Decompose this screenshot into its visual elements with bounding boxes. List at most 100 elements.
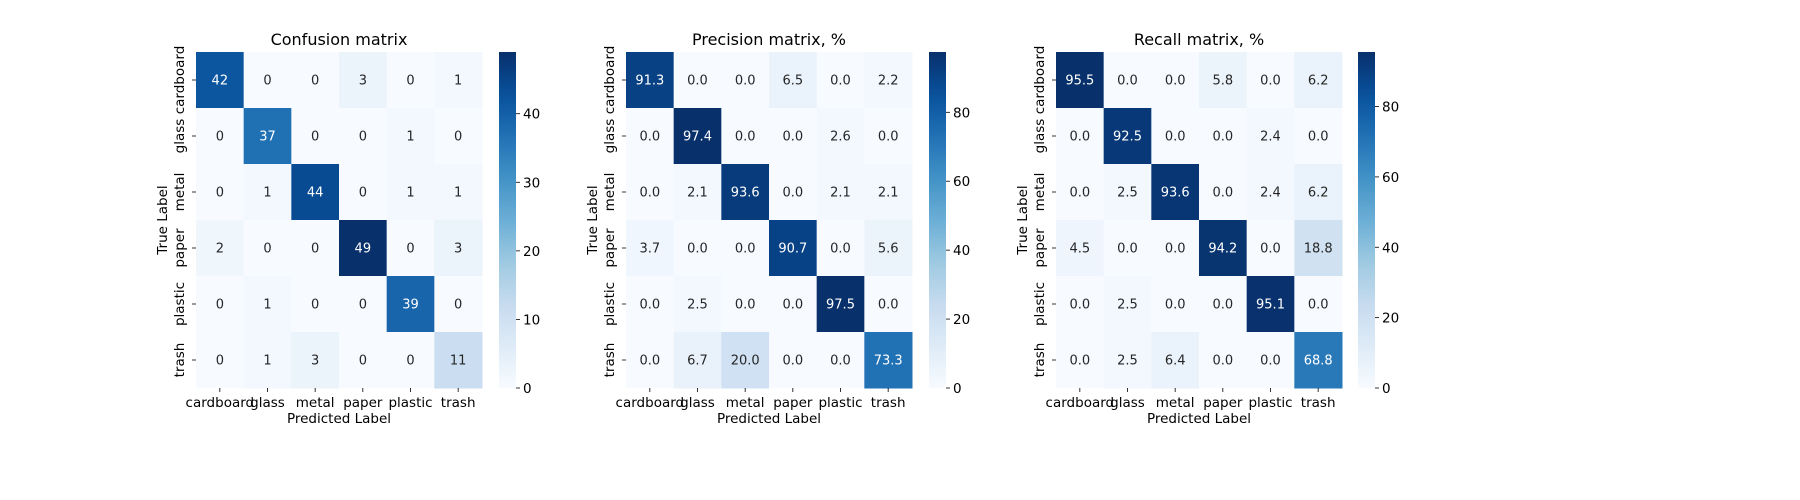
- cell-value-label: 0: [454, 298, 462, 313]
- heatmap-cell: [1103, 52, 1152, 109]
- heatmap-cell: [816, 164, 865, 221]
- cell-value-label: 1: [263, 298, 271, 313]
- cell-value-label: 0.0: [830, 74, 851, 89]
- heatmap-cell: [196, 276, 245, 333]
- heatmap-cell: [243, 220, 292, 277]
- heatmap-cell: [673, 164, 722, 221]
- cell-value-label: 2.1: [878, 186, 899, 201]
- cell-value-label: 6.2: [1308, 186, 1329, 201]
- colorbar-tick-label: 20: [523, 244, 540, 260]
- heatmap-cell: [196, 52, 245, 109]
- cell-value-label: 44: [307, 186, 324, 201]
- y-tick-label: paper: [1032, 228, 1048, 268]
- heatmap-cell: [1199, 108, 1248, 165]
- colorbar-tick-label: 20: [953, 312, 970, 328]
- cell-value-label: 68.8: [1304, 354, 1333, 369]
- y-tick-label: plastic: [1032, 282, 1048, 326]
- cell-value-label: 2.4: [1260, 186, 1281, 201]
- heatmap-cell: [769, 164, 818, 221]
- heatmap-cell: [1151, 220, 1200, 277]
- cell-value-label: 0: [216, 354, 224, 369]
- cell-value-label: 0.0: [1212, 130, 1233, 145]
- heatmap-cell: [339, 164, 388, 221]
- heatmap-cell: [1056, 276, 1105, 333]
- x-tick-label: glass: [1110, 395, 1145, 411]
- heatmap-cell: [1056, 52, 1105, 109]
- cell-value-label: 3: [454, 242, 462, 257]
- heatmap-cell: [386, 108, 435, 165]
- cell-value-label: 0.0: [639, 298, 660, 313]
- heatmap-cell: [339, 332, 388, 389]
- y-tick-label: plastic: [172, 282, 188, 326]
- y-axis-label: True Label: [155, 185, 171, 255]
- x-tick-label: plastic: [818, 395, 862, 411]
- cell-value-label: 0: [311, 74, 319, 89]
- cell-value-label: 0.0: [1212, 354, 1233, 369]
- cell-value-label: 2: [216, 242, 224, 257]
- colorbar-tick-label: 20: [1382, 311, 1399, 327]
- cell-value-label: 3: [311, 354, 319, 369]
- heatmap-cell: [816, 332, 865, 389]
- heatmap-cell: [1246, 276, 1295, 333]
- chart-title: Confusion matrix: [271, 30, 408, 49]
- x-axis-label: Predicted Label: [717, 411, 821, 427]
- cell-value-label: 6.7: [687, 354, 708, 369]
- heatmap-cell: [864, 108, 913, 165]
- cell-value-label: 93.6: [731, 186, 760, 201]
- heatmap-cell: [864, 164, 913, 221]
- heatmap-cell: [1103, 164, 1152, 221]
- x-tick-label: paper: [1203, 395, 1243, 411]
- cell-value-label: 73.3: [874, 354, 903, 369]
- cell-value-label: 0.0: [1165, 74, 1186, 89]
- heatmap-cell: [291, 108, 340, 165]
- heatmap-cell: [1246, 220, 1295, 277]
- cell-value-label: 0: [216, 298, 224, 313]
- x-tick-label: cardboard: [1046, 395, 1115, 411]
- cell-value-label: 0.0: [639, 130, 660, 145]
- heatmap-cell: [1246, 108, 1295, 165]
- heatmap-cell: [626, 220, 675, 277]
- cell-value-label: 0: [263, 74, 271, 89]
- heatmap-cell: [626, 108, 675, 165]
- cell-value-label: 0.0: [735, 242, 756, 257]
- colorbar: [929, 52, 946, 388]
- cell-value-label: 1: [454, 74, 462, 89]
- cell-value-label: 0: [311, 242, 319, 257]
- cell-value-label: 0.0: [1260, 354, 1281, 369]
- cell-value-label: 2.1: [687, 186, 708, 201]
- heatmap-cell: [1199, 52, 1248, 109]
- cell-value-label: 3: [359, 74, 367, 89]
- heatmap-cell: [291, 164, 340, 221]
- heatmap-cell: [1294, 332, 1343, 389]
- colorbar-tick-label: 60: [1382, 170, 1399, 186]
- heatmap-cell: [434, 276, 483, 333]
- heatmap-cell: [626, 164, 675, 221]
- cell-value-label: 0.0: [1117, 74, 1138, 89]
- cell-value-label: 6.4: [1165, 354, 1186, 369]
- heatmap-cell: [434, 52, 483, 109]
- cell-value-label: 0: [311, 298, 319, 313]
- cell-value-label: 0.0: [1308, 130, 1329, 145]
- colorbar-tick-label: 60: [953, 174, 970, 190]
- heatmap-cell: [864, 276, 913, 333]
- heatmap-cell: [1151, 52, 1200, 109]
- heatmap-cell: [339, 108, 388, 165]
- cell-value-label: 1: [406, 186, 414, 201]
- x-axis-label: Predicted Label: [1147, 411, 1251, 427]
- x-tick-label: metal: [296, 395, 335, 411]
- x-tick-label: trash: [1301, 395, 1336, 411]
- heatmap-cell: [1056, 220, 1105, 277]
- heatmap-cell: [1246, 332, 1295, 389]
- cell-value-label: 2.5: [687, 298, 708, 313]
- heatmap-cell: [339, 220, 388, 277]
- cell-value-label: 0.0: [878, 130, 899, 145]
- heatmap-cell: [1103, 220, 1152, 277]
- cell-value-label: 0: [359, 186, 367, 201]
- heatmap-cell: [243, 276, 292, 333]
- cell-value-label: 0.0: [878, 298, 899, 313]
- colorbar-tick-label: 40: [953, 243, 970, 259]
- cell-value-label: 0.0: [782, 186, 803, 201]
- cell-value-label: 0.0: [1260, 74, 1281, 89]
- cell-value-label: 0: [359, 130, 367, 145]
- cell-value-label: 20.0: [731, 354, 760, 369]
